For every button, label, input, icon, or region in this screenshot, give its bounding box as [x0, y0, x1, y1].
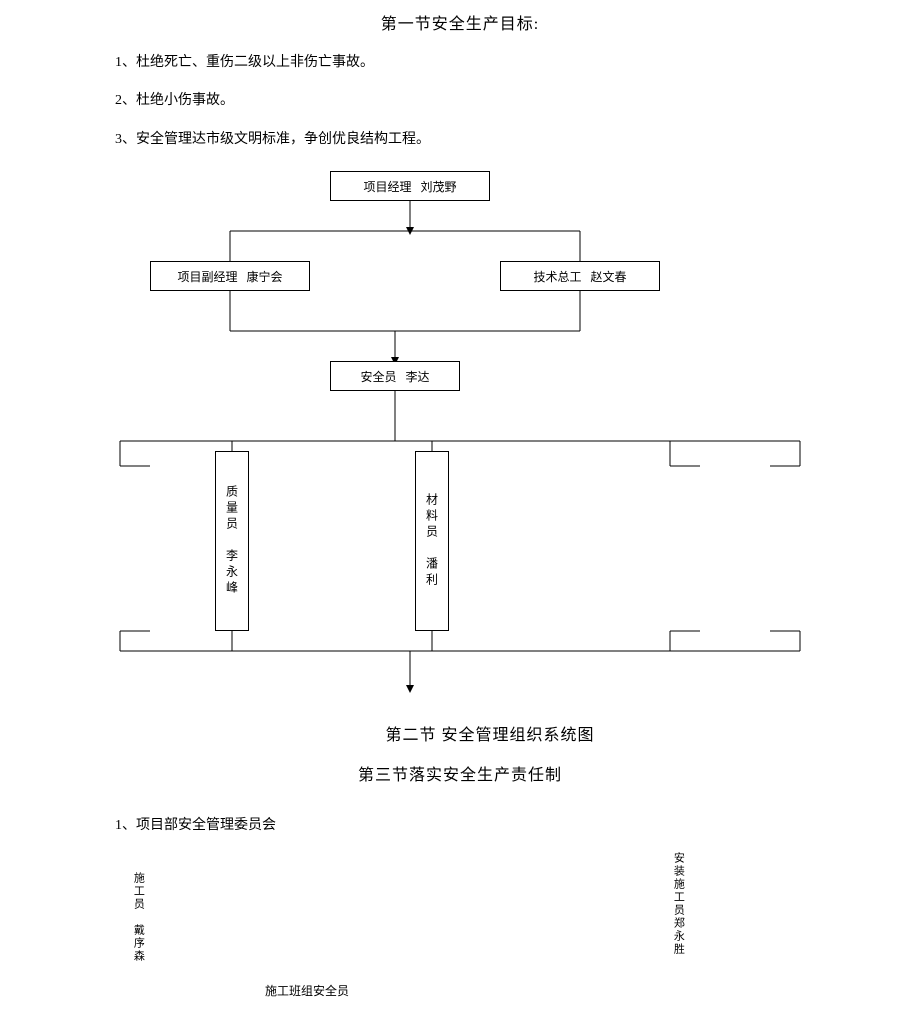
org-chart: 项目经理 刘茂野 项目副经理 康宁会 技术总工 赵文春 安全员 李达 质量员 李… [110, 171, 810, 701]
node-label: 质量员 李永峰 [224, 485, 241, 597]
section-2-title: 第二节 安全管理组织系统图 [0, 721, 920, 745]
node-label: 材料员 潘利 [424, 493, 441, 589]
node-safety-officer: 安全员 李达 [330, 361, 460, 391]
section-3-item: 1、项目部安全管理委员会 [115, 815, 805, 837]
node-tech-chief: 技术总工 赵文春 [500, 261, 660, 291]
worker-left: 施工员 戴序森 [130, 872, 145, 963]
team-safety-label: 施工班组安全员 [265, 982, 349, 999]
section-1-title: 第一节安全生产目标: [115, 10, 805, 34]
node-label: 项目副经理 康宁会 [177, 268, 282, 285]
worker-right: 安装施工员郑永胜 [670, 852, 685, 956]
node-label: 技术总工 赵文春 [533, 268, 626, 285]
node-material-officer: 材料员 潘利 [415, 451, 449, 631]
node-label: 项目经理 刘茂野 [363, 178, 456, 195]
bottom-area: 施工员 戴序森 安装施工员郑永胜 施工班组安全员 [110, 852, 810, 1002]
node-label: 安全员 李达 [360, 368, 429, 385]
list-item: 3、安全管理达市级文明标准，争创优良结构工程。 [115, 129, 805, 151]
list-item: 1、杜绝死亡、重伤二级以上非伤亡事故。 [115, 52, 805, 74]
node-quality-officer: 质量员 李永峰 [215, 451, 249, 631]
node-deputy-manager: 项目副经理 康宁会 [150, 261, 310, 291]
list-item: 2、杜绝小伤事故。 [115, 90, 805, 112]
node-project-manager: 项目经理 刘茂野 [330, 171, 490, 201]
section-3-title: 第三节落实安全生产责任制 [0, 761, 920, 785]
